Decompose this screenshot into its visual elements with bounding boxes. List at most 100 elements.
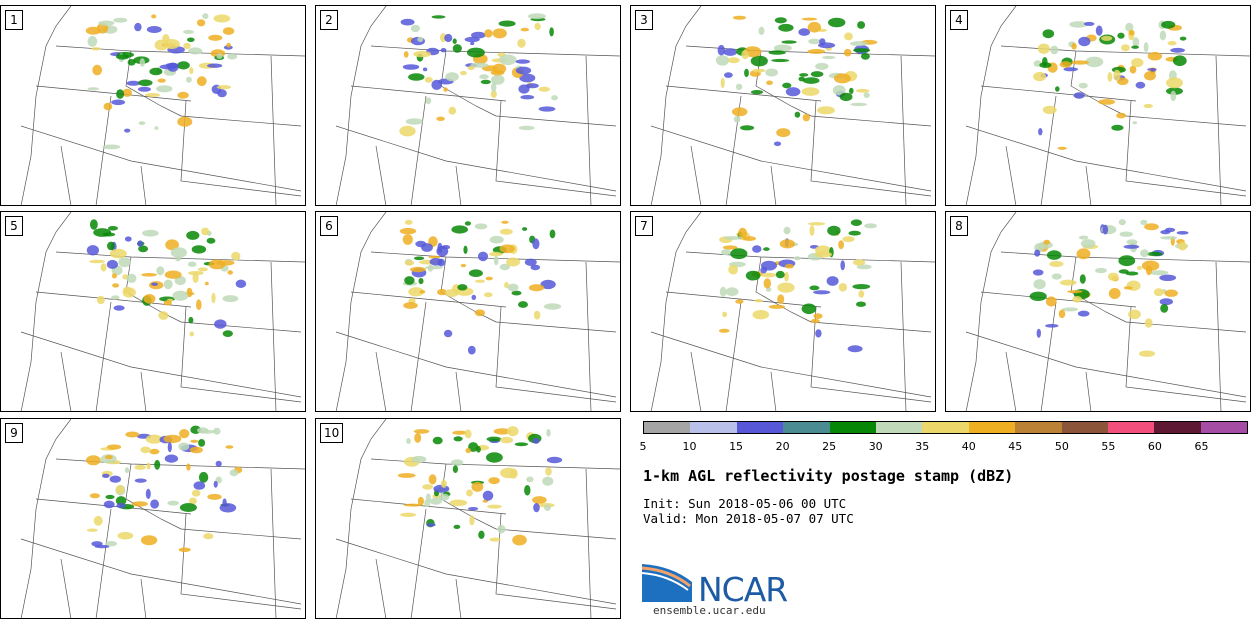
reflectivity-cell	[103, 102, 113, 111]
reflectivity-cell	[807, 49, 826, 54]
ncar-logo-text: NCAR	[698, 570, 788, 609]
reflectivity-cell	[113, 305, 125, 311]
reflectivity-cell	[489, 251, 503, 257]
reflectivity-cell	[444, 33, 453, 43]
reflectivity-cell	[138, 79, 153, 87]
reflectivity-cell	[1071, 43, 1077, 50]
reflectivity-cell	[813, 313, 823, 319]
reflectivity-cell	[141, 273, 158, 277]
reflectivity-cell	[158, 311, 169, 320]
reflectivity-cell	[1132, 37, 1140, 48]
reflectivity-cell	[1033, 279, 1046, 290]
reflectivity-cell	[165, 239, 180, 251]
reflectivity-cell	[89, 259, 105, 264]
reflectivity-cell	[492, 63, 507, 74]
colorbar-tick-label: 25	[822, 440, 837, 453]
reflectivity-cell	[199, 429, 216, 434]
reflectivity-cell	[1131, 58, 1144, 68]
reflectivity-cell	[722, 245, 738, 250]
member-number-label: 7	[635, 216, 653, 236]
reflectivity-cell	[863, 92, 870, 98]
reflectivity-cell	[855, 88, 870, 93]
ncar-logo-icon	[642, 564, 692, 602]
reflectivity-cell	[1102, 224, 1109, 235]
reflectivity-cell	[1058, 309, 1066, 319]
reflectivity-cell	[229, 469, 239, 477]
reflectivity-cell	[801, 17, 818, 21]
map-boundary	[455, 578, 462, 618]
reflectivity-cell	[543, 303, 562, 310]
reflectivity-cell	[546, 429, 551, 437]
map-boundary	[650, 331, 932, 398]
reflectivity-cell	[108, 226, 118, 231]
reflectivity-cell	[532, 238, 540, 250]
member-number-label: 3	[635, 10, 653, 30]
reflectivity-cell	[124, 236, 132, 242]
reflectivity-cell	[798, 28, 810, 36]
reflectivity-cell	[1085, 56, 1104, 68]
map-boundary	[180, 513, 302, 610]
reflectivity-cell	[167, 500, 179, 506]
reflectivity-cell	[715, 55, 730, 66]
reflectivity-cell	[1029, 291, 1047, 301]
reflectivity-cell	[849, 87, 854, 94]
reflectivity-cell	[489, 235, 504, 244]
reflectivity-cell	[403, 302, 418, 309]
reflectivity-cell	[154, 459, 161, 470]
reflectivity-cell	[464, 221, 471, 226]
reflectivity-cell	[1042, 105, 1057, 115]
reflectivity-cell	[399, 125, 416, 137]
reflectivity-cell	[467, 345, 476, 355]
reflectivity-cell	[515, 66, 532, 75]
reflectivity-cell	[196, 299, 202, 310]
reflectivity-cell	[741, 49, 749, 60]
map-boundary	[650, 212, 702, 411]
reflectivity-cell	[745, 270, 761, 281]
map-boundary	[270, 468, 277, 618]
reflectivity-cell	[425, 97, 432, 105]
reflectivity-cell	[540, 279, 556, 290]
reflectivity-cell	[227, 270, 233, 275]
reflectivity-cell	[124, 128, 131, 133]
reflectivity-cell	[1164, 227, 1176, 233]
map-boundary	[690, 351, 702, 411]
reflectivity-cell	[842, 236, 855, 243]
reflectivity-cell	[127, 59, 136, 66]
reflectivity-cell	[126, 80, 141, 86]
map-boundary	[410, 508, 427, 618]
map-boundary	[495, 100, 617, 197]
reflectivity-cell	[542, 476, 554, 486]
colorbar-tick-label: 50	[1054, 440, 1069, 453]
reflectivity-cell	[208, 259, 226, 270]
reflectivity-cell	[528, 284, 545, 292]
map-boundary	[1040, 95, 1057, 205]
reflectivity-cell	[486, 436, 502, 442]
map-boundary	[180, 306, 302, 403]
reflectivity-cell	[724, 236, 743, 240]
reflectivity-cell	[145, 488, 151, 499]
map-canvas	[20, 6, 305, 205]
forecast-panel: 3	[630, 5, 936, 206]
reflectivity-cell	[725, 287, 739, 297]
reflectivity-cell	[402, 234, 413, 245]
reflectivity-cell	[464, 429, 472, 439]
map-boundary	[965, 125, 1247, 192]
reflectivity-cell	[188, 497, 197, 505]
reflectivity-cell	[89, 493, 100, 499]
reflectivity-cell	[469, 515, 475, 526]
reflectivity-cell	[468, 269, 483, 277]
reflectivity-cell	[474, 279, 486, 283]
map-boundary	[440, 463, 617, 540]
reflectivity-cell	[225, 445, 234, 449]
map-boundary	[585, 261, 592, 411]
reflectivity-cell	[1143, 103, 1153, 109]
reflectivity-cell	[424, 499, 431, 507]
map-canvas	[335, 419, 620, 618]
reflectivity-cell	[853, 48, 871, 53]
reflectivity-cell	[1125, 271, 1139, 276]
reflectivity-cell	[94, 544, 110, 549]
reflectivity-cell	[722, 311, 727, 318]
colorbar-tick-label: 45	[1008, 440, 1023, 453]
reflectivity-cell	[122, 286, 132, 294]
reflectivity-cell	[208, 34, 223, 41]
